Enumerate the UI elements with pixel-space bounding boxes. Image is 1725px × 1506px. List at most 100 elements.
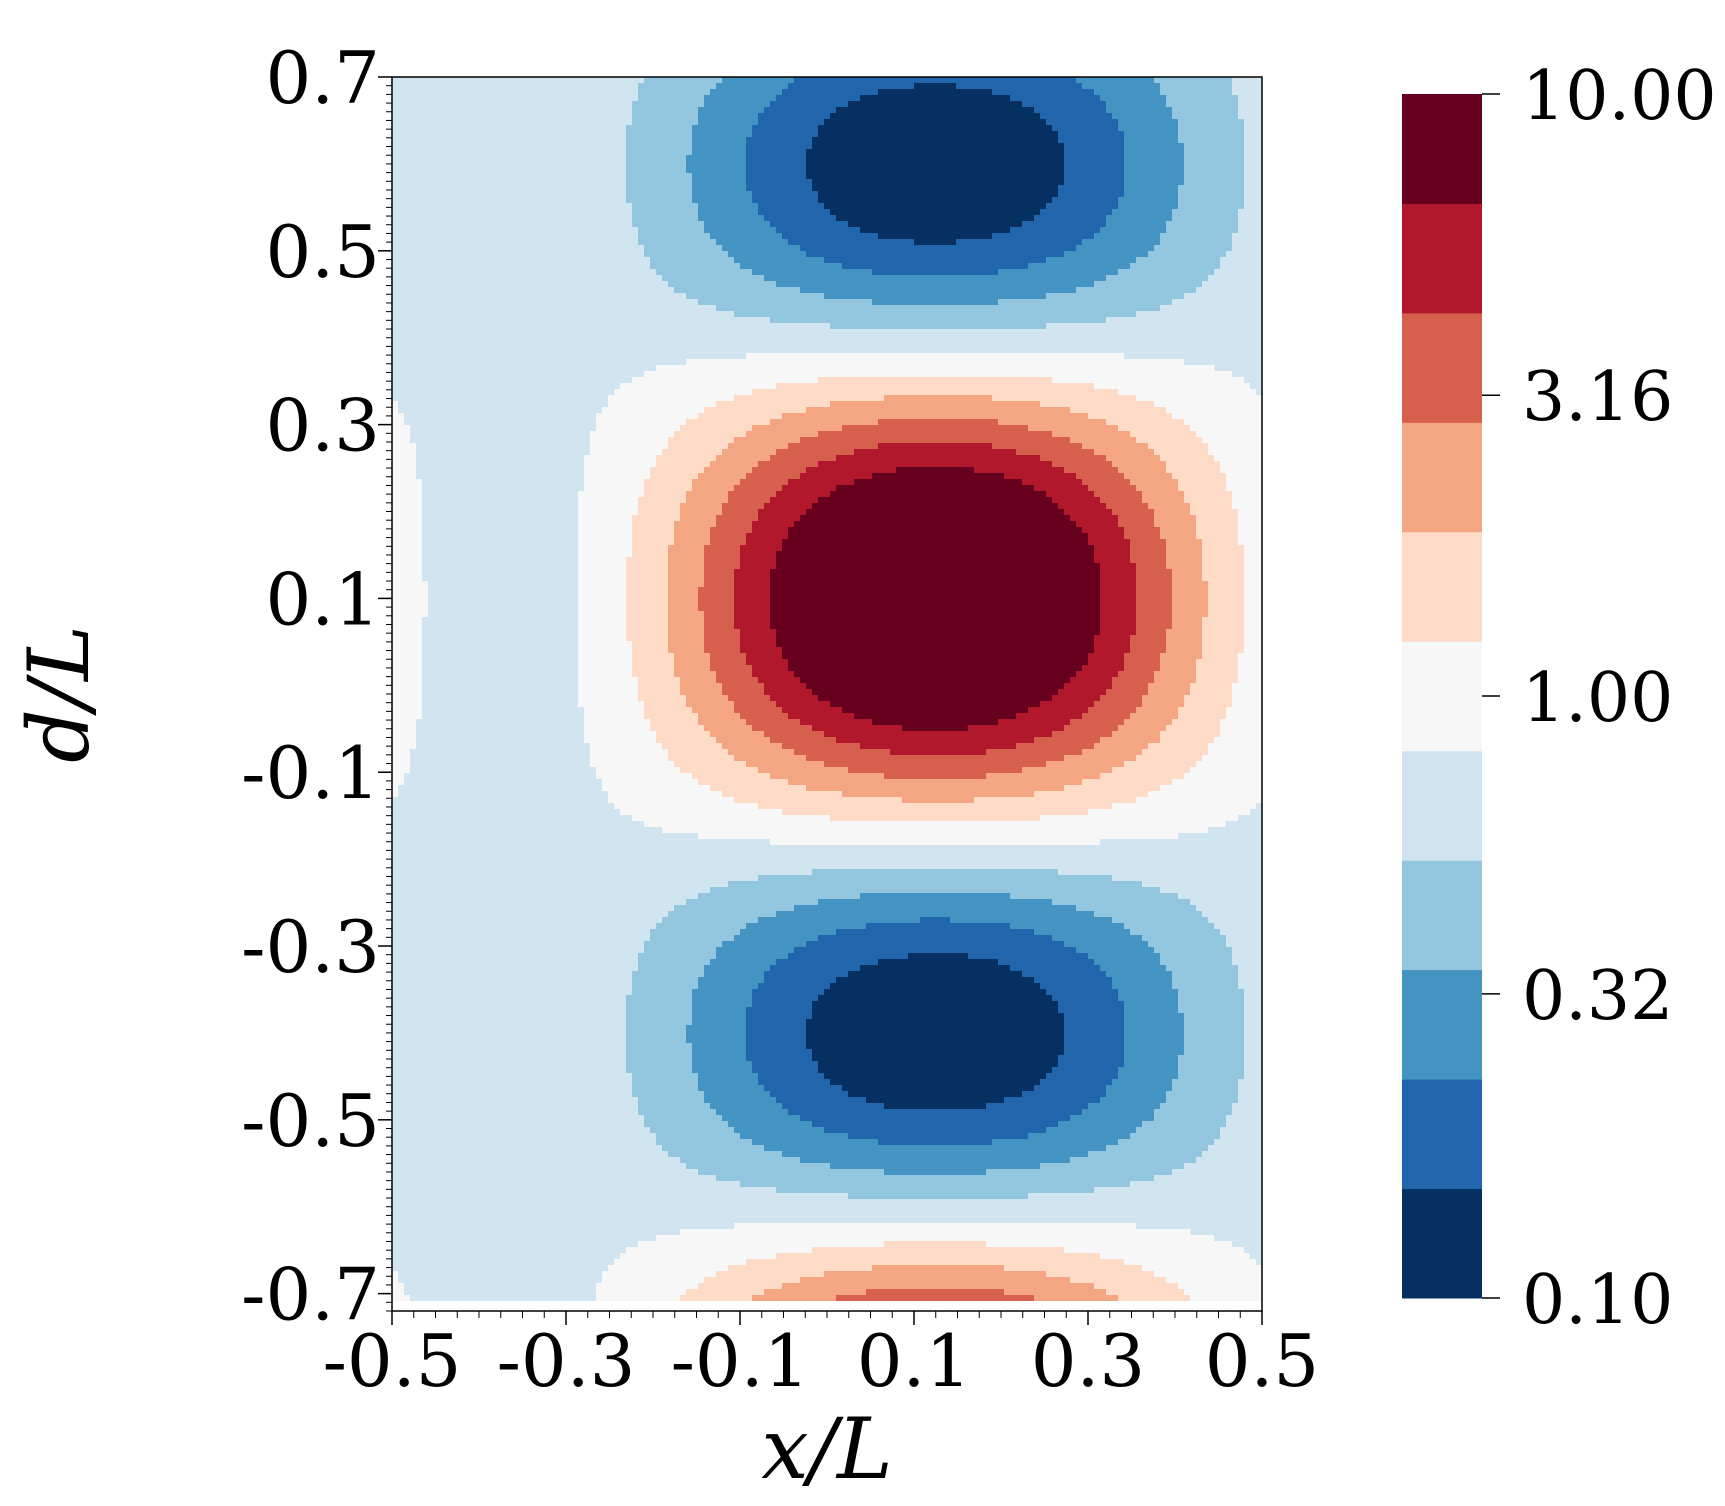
contour-cell-416 [392,443,417,450]
contour-cell-310 [392,305,717,312]
contour-cell-207 [698,215,765,222]
contour-cell-241 [392,239,639,246]
contour-cell-120 [1064,155,1125,162]
contour-cell-106 [392,149,627,156]
contour-cell-651 [1130,551,1167,558]
contour-cell-1343 [392,1019,627,1026]
contour-cell-458 [1166,461,1221,468]
contour-cell-1579 [1244,1247,1262,1254]
contour-cell-870 [782,653,1089,660]
contour-cell-558 [806,509,1065,516]
contour-cell-1468 [1238,1097,1262,1104]
contour-cell-279 [656,269,753,276]
contour-cell-1447 [1034,1085,1107,1092]
contour-cell-447 [1160,455,1215,462]
contour-cell-840 [632,641,669,648]
contour-cell-1120 [398,785,603,792]
contour-cell-1191 [1190,899,1262,906]
contour-cell-1527 [782,1151,1089,1158]
contour-cell-193 [1118,203,1179,210]
contour-cell-745 [1244,593,1262,600]
contour-cell-1310 [752,995,819,1002]
contour-cell-796 [1202,617,1245,624]
contour-cell-727 [770,587,1101,594]
contour-cell-852 [578,647,633,654]
contour-cell-326 [392,353,747,360]
contour-cell-45 [698,107,765,114]
contour-cell-1035 [656,731,711,738]
contour-cell-1076 [392,755,411,762]
contour-cell-1279 [1238,971,1262,978]
contour-cell-1177 [728,881,1143,888]
contour-cell-665 [1166,557,1203,564]
contour-cell-1228 [1142,935,1227,942]
contour-cell-893 [674,665,711,672]
contour-cell-133 [392,167,627,174]
contour-cell-838 [422,641,579,648]
contour-cell-1502 [824,1127,1047,1134]
contour-cell-1542 [884,1169,987,1176]
contour-cell-996 [644,713,699,720]
contour-cell-488 [584,479,645,486]
contour-cell-1609 [1166,1277,1262,1284]
contour-cell-33 [1238,95,1262,102]
contour-cell-903 [422,671,579,678]
contour-cell-614 [1196,533,1239,540]
contour-cell-769 [1172,605,1209,612]
contour-cell-1 [644,77,723,84]
contour-cell-477 [698,473,747,480]
contour-cell-1005 [1226,713,1262,720]
contour-cell-245 [914,239,957,246]
contour-cell-402 [746,431,819,438]
contour-cell-290 [392,281,669,288]
contour-cell-1596 [392,1271,399,1278]
contour-cell-1112 [392,779,405,786]
contour-cell-1175 [1112,875,1262,882]
contour-cell-48 [1034,107,1107,114]
contour-cell-294 [1202,281,1262,288]
contour-cell-1574 [1232,1241,1262,1248]
contour-cell-1401 [812,1055,1059,1062]
contour-cell-2 [722,77,795,84]
contour-cell-671 [626,563,669,570]
contour-cell-1554 [392,1193,849,1200]
contour-cell-663 [1094,557,1131,564]
contour-cell-1535 [392,1163,687,1170]
contour-cell-1111 [1184,773,1262,780]
contour-cell-800 [578,623,627,630]
contour-cell-930 [578,683,639,690]
contour-cell-504 [734,485,783,492]
contour-cell-338 [392,377,633,384]
contour-cell-99 [692,143,747,150]
contour-cell-882 [746,659,789,666]
contour-cell-856 [740,647,783,654]
contour-cell-317 [770,317,1107,324]
contour-cell-1616 [1178,1283,1262,1290]
contour-cell-812 [422,629,579,636]
contour-cell-805 [770,623,1101,630]
contour-cell-871 [1088,653,1125,660]
contour-cell-537 [1232,497,1262,504]
contour-cell-72 [692,125,753,132]
contour-cell-1392 [812,1049,1065,1056]
contour-cell-1607 [800,1277,1071,1284]
contour-cell-947 [764,689,813,696]
contour-cell-495 [1082,479,1131,486]
contour-cell-1456 [1022,1091,1107,1098]
contour-cell-612 [1124,533,1161,540]
contour-cell-764 [698,605,735,612]
contour-cell-1208 [1208,917,1262,924]
contour-cell-323 [392,335,1262,342]
contour-cell-1465 [1004,1097,1101,1104]
contour-cell-1138 [1136,797,1262,804]
contour-cell-1405 [1244,1055,1262,1062]
contour-cell-619 [632,539,675,546]
contour-cell-719 [1244,581,1262,588]
contour-cell-1520 [392,1145,663,1152]
contour-cell-484 [1172,473,1227,480]
contour-cell-1444 [698,1085,765,1092]
contour-cell-468 [974,467,1065,474]
contour-cell-352 [1256,389,1262,396]
contour-cell-420 [728,443,789,450]
contour-cell-1601 [1046,1271,1155,1278]
